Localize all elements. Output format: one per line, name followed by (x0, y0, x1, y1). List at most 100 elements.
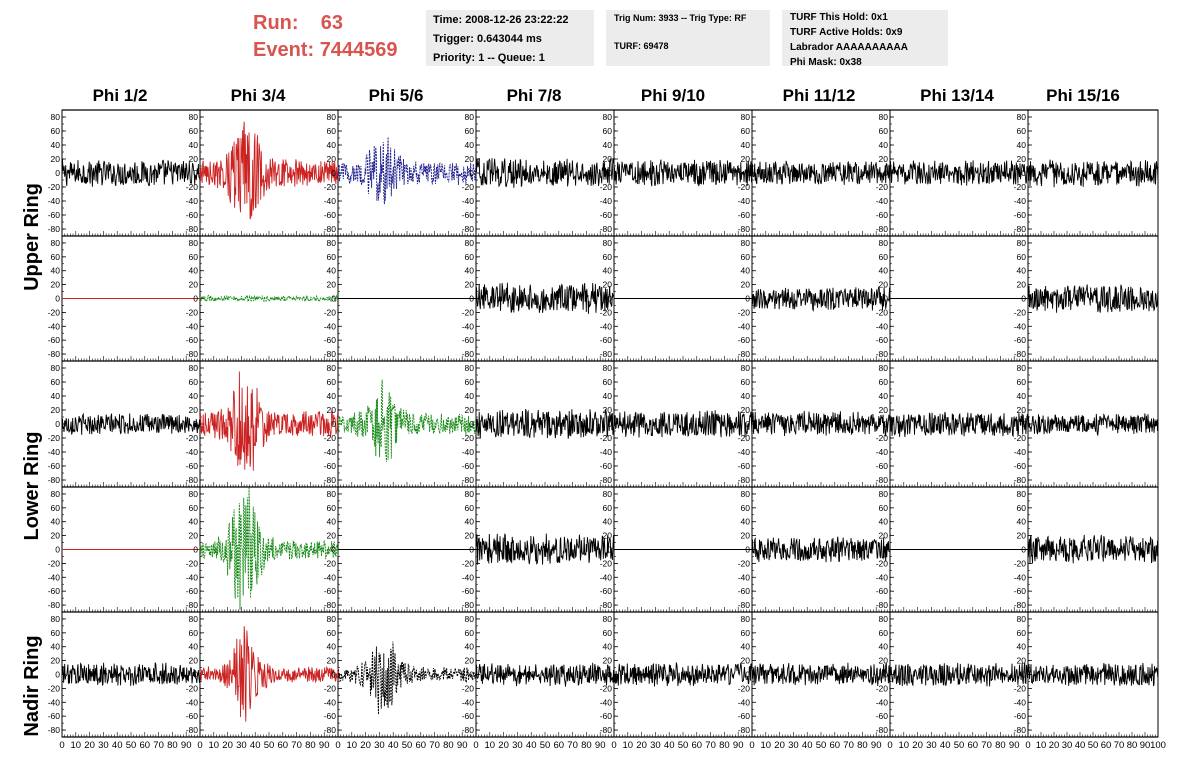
waveform-row4-col1 (199, 626, 339, 722)
y-tick-label: -40 (462, 196, 475, 206)
y-tick-label: -20 (186, 307, 199, 317)
y-tick-label: -20 (324, 182, 337, 192)
y-tick-label: -20 (876, 558, 889, 568)
y-tick-label: -40 (186, 196, 199, 206)
column-header-3: Phi 5/6 (368, 86, 424, 105)
y-tick-label: -40 (738, 196, 751, 206)
y-tick-label: -80 (324, 349, 337, 359)
y-tick-label: 60 (741, 628, 751, 638)
y-tick-label: -20 (876, 307, 889, 317)
y-tick-label: 60 (189, 126, 199, 136)
y-tick-label: 60 (1017, 126, 1027, 136)
y-tick-label: -80 (876, 475, 889, 485)
x-tick-label: 10 (209, 740, 220, 751)
x-tick-label: 90 (1009, 740, 1020, 751)
y-tick-label: -60 (876, 461, 889, 471)
x-tick-label: 70 (705, 740, 716, 751)
x-tick-label: 90 (733, 740, 744, 751)
y-tick-label: 60 (879, 503, 889, 513)
y-tick-label: 80 (51, 363, 61, 373)
y-tick-label: -80 (462, 725, 475, 735)
waveform-row2-col1 (199, 371, 339, 471)
y-tick-label: 0 (883, 294, 888, 304)
y-tick-label: 80 (741, 112, 751, 122)
y-tick-label: 40 (603, 517, 613, 527)
y-tick-label: 0 (469, 294, 474, 304)
y-tick-label: -80 (876, 600, 889, 610)
priority-line: Priority: 1 -- Queue: 1 (433, 52, 545, 64)
y-tick-label: -60 (600, 586, 613, 596)
y-tick-label: -40 (462, 697, 475, 707)
y-tick-label: -80 (324, 224, 337, 234)
y-tick-label: -40 (1014, 572, 1027, 582)
waveform-row2-col7 (1027, 413, 1159, 437)
y-tick-label: 80 (465, 238, 475, 248)
labrador-line: Labrador AAAAAAAAAA (790, 42, 908, 53)
y-tick-label: 60 (465, 628, 475, 638)
y-tick-label: 20 (1017, 280, 1027, 290)
y-tick-label: -60 (462, 711, 475, 721)
y-tick-label: 60 (1017, 628, 1027, 638)
y-tick-label: 80 (1017, 614, 1027, 624)
y-tick-label: 20 (465, 280, 475, 290)
y-tick-label: 40 (1017, 140, 1027, 150)
y-tick-label: -60 (186, 461, 199, 471)
y-tick-label: -60 (1014, 711, 1027, 721)
y-tick-label: 40 (465, 642, 475, 652)
y-tick-label: 60 (189, 252, 199, 262)
x-tick-label: 90 (457, 740, 468, 751)
x-tick-label: 10 (761, 740, 772, 751)
waveform-row4-col4 (613, 662, 753, 687)
column-header-7: Phi 13/14 (920, 86, 994, 105)
waveform-row2-col5 (751, 410, 891, 438)
y-tick-label: 40 (327, 266, 337, 276)
y-tick-label: 0 (469, 419, 474, 429)
x-tick-label: 40 (1075, 740, 1086, 751)
y-tick-label: -80 (324, 475, 337, 485)
x-tick-label: 20 (1049, 740, 1060, 751)
waveform-row2-col4 (613, 410, 753, 438)
y-tick-label: 60 (51, 377, 61, 387)
y-tick-label: 0 (745, 670, 750, 680)
y-tick-label: 0 (607, 168, 612, 178)
y-tick-label: 0 (1021, 545, 1026, 555)
y-tick-label: -60 (462, 461, 475, 471)
y-tick-label: 80 (603, 489, 613, 499)
x-tick-label: 30 (1062, 740, 1073, 751)
y-tick-label: -40 (738, 697, 751, 707)
y-tick-label: -20 (48, 182, 61, 192)
y-tick-label: 0 (1021, 168, 1026, 178)
y-tick-label: 40 (879, 517, 889, 527)
y-tick-label: -60 (876, 335, 889, 345)
y-tick-label: -80 (186, 224, 199, 234)
waveform-row1-col1 (199, 293, 339, 304)
y-tick-label: -80 (186, 600, 199, 610)
y-tick-label: -20 (48, 683, 61, 693)
y-tick-label: 0 (331, 168, 336, 178)
y-tick-label: -60 (462, 335, 475, 345)
y-tick-label: -60 (738, 210, 751, 220)
y-tick-label: 80 (603, 238, 613, 248)
y-tick-label: -40 (324, 697, 337, 707)
y-tick-label: -20 (600, 433, 613, 443)
event-row: Event: 7444569 (253, 37, 398, 64)
x-tick-label: 30 (926, 740, 937, 751)
x-tick-label: 30 (374, 740, 385, 751)
x-tick-label: 40 (388, 740, 399, 751)
y-tick-label: -40 (738, 321, 751, 331)
y-tick-label: -20 (48, 558, 61, 568)
y-tick-label: -60 (324, 461, 337, 471)
y-tick-label: -80 (186, 349, 199, 359)
y-tick-label: -60 (876, 210, 889, 220)
y-tick-label: -60 (600, 210, 613, 220)
y-tick-label: -60 (600, 335, 613, 345)
y-tick-label: -80 (738, 475, 751, 485)
y-tick-label: 80 (189, 112, 199, 122)
y-tick-label: -20 (186, 182, 199, 192)
y-tick-label: 60 (327, 628, 337, 638)
y-tick-label: -60 (1014, 335, 1027, 345)
y-tick-label: -60 (600, 711, 613, 721)
x-tick-label: 80 (719, 740, 730, 751)
y-tick-label: 0 (55, 545, 60, 555)
x-tick-label: 80 (1127, 740, 1138, 751)
